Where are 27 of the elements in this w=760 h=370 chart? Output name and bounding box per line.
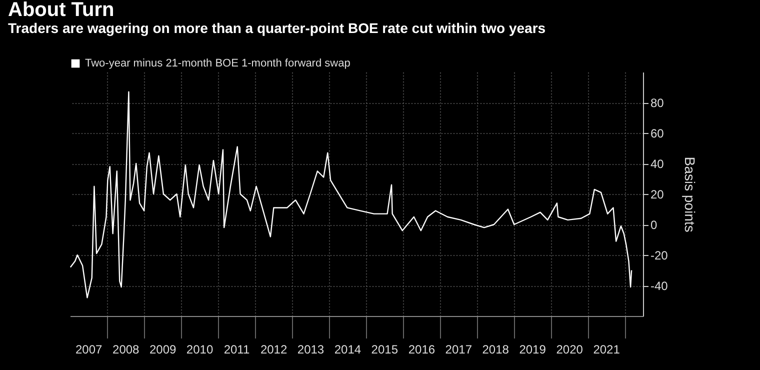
chart-title: About Turn <box>8 0 114 21</box>
x-tick-label: 2019 <box>519 342 546 356</box>
x-tick-label: 2007 <box>75 342 102 356</box>
y2-tick-label: 80 <box>650 96 664 110</box>
x-tick-label: 2013 <box>297 342 324 356</box>
y2-axis-title: Basis points <box>682 156 698 232</box>
x-tick-label: 2009 <box>149 342 176 356</box>
y2-tick-label: 60 <box>650 126 664 140</box>
x-tick-label: 2021 <box>593 342 620 356</box>
legend-label: Two-year minus 21-month BOE 1-month forward swap <box>85 58 350 70</box>
line-series <box>70 91 632 298</box>
x-tick-label: 2016 <box>408 342 436 356</box>
x-tick-label: 2017 <box>445 342 472 356</box>
y2-tick-label: 40 <box>650 157 664 171</box>
y2-tick-label: 0 <box>650 218 658 232</box>
x-tick-label: 2020 <box>556 342 584 356</box>
x-tick-label: 2010 <box>186 342 214 356</box>
y2-tick-label: 20 <box>650 188 664 202</box>
chart-subtitle: Traders are wagering on more than a quarter-point BOE rate cut within two years <box>8 20 546 36</box>
y2-tick-label: -20 <box>650 248 668 262</box>
x-tick-label: 2012 <box>260 342 288 356</box>
x-tick-label: 2008 <box>112 342 140 356</box>
x-tick-label: 2011 <box>224 342 250 356</box>
x-tick-label: 2018 <box>482 342 510 356</box>
y2-tick-label: -40 <box>650 279 668 293</box>
x-tick-label: 2014 <box>334 342 362 356</box>
x-tick-label: 2015 <box>371 342 398 356</box>
